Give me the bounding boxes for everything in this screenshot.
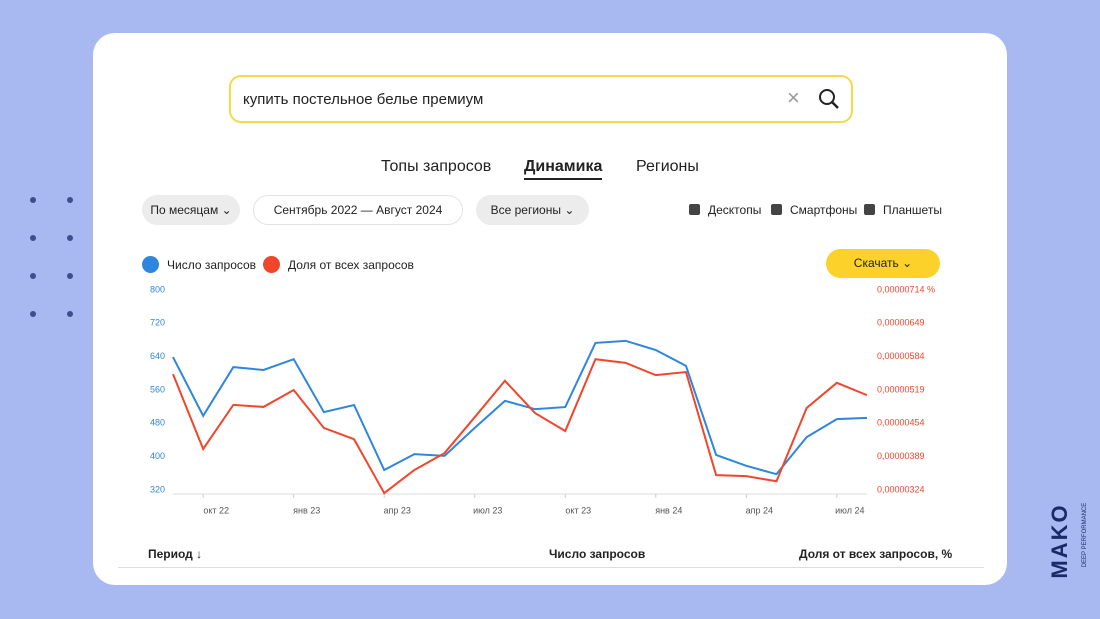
y-tick-label: 400 [150, 451, 165, 461]
tab-active[interactable]: Динамика [524, 158, 603, 180]
legend-label: Доля от всех запросов [288, 258, 414, 272]
y-tick-label: 480 [150, 418, 165, 428]
legend-label: Число запросов [167, 258, 257, 272]
search-box[interactable]: купить постельное белье премиум × [229, 75, 853, 123]
y2-tick-label: 0,00000714 % [877, 284, 935, 294]
range-text: Сентябрь 2022 — Август 2024 [273, 203, 443, 217]
y2-tick-label: 0,00000454 [877, 418, 925, 428]
download-text: Скачать [853, 256, 899, 270]
search-icon[interactable] [817, 87, 841, 111]
x-tick-label: июл 24 [835, 505, 864, 515]
checkbox-label: Планшеты [883, 203, 942, 217]
table-header: Доля от всех запросов, % [799, 547, 953, 561]
series-line [172, 339, 868, 476]
checkbox-label: Смартфоны [790, 203, 858, 217]
y-tick-label: 640 [150, 351, 165, 361]
search-query: купить постельное белье премиум [243, 91, 484, 108]
table-header: Число запросов [549, 547, 646, 561]
x-tick-label: янв 23 [293, 505, 320, 515]
divider [118, 567, 984, 568]
region-select[interactable]: Все регионы ⌄ [476, 195, 589, 225]
legend-item[interactable]: Число запросов [142, 256, 256, 273]
x-tick-label: апр 23 [384, 505, 411, 515]
legend-item[interactable]: Доля от всех запросов [263, 256, 414, 273]
period-select[interactable]: По месяцам ⌄ [142, 195, 240, 225]
decor-dots [30, 197, 73, 317]
table-header[interactable]: Период ↓ [148, 547, 203, 561]
y2-tick-label: 0,00000519 [877, 384, 925, 394]
y2-tick-label: 0,00000324 [877, 484, 925, 494]
y2-tick-label: 0,00000389 [877, 451, 925, 461]
x-tick-label: окт 22 [203, 505, 229, 515]
y2-tick-label: 0,00000584 [877, 351, 925, 361]
checkbox[interactable]: Планшеты [864, 203, 942, 217]
y-tick-label: 720 [150, 318, 165, 328]
y-tick-label: 560 [150, 384, 165, 394]
series-line [172, 358, 868, 495]
x-tick-label: апр 24 [746, 505, 773, 515]
tab[interactable]: Топы запросов [381, 158, 492, 175]
x-tick-label: июл 23 [473, 505, 502, 515]
range-select[interactable]: Сентябрь 2022 — Август 2024 [253, 195, 463, 225]
tab[interactable]: Регионы [636, 158, 699, 175]
x-tick-label: окт 23 [565, 505, 591, 515]
clear-icon[interactable]: × [787, 85, 800, 110]
y2-tick-label: 0,00000649 [877, 318, 925, 328]
checkbox[interactable]: Десктопы [689, 203, 761, 217]
x-tick-label: янв 24 [655, 505, 682, 515]
region-text: Все регионы [490, 203, 561, 217]
card [93, 33, 1007, 585]
checkbox[interactable]: Смартфоны [771, 203, 857, 217]
checkbox-label: Десктопы [708, 203, 762, 217]
period-text: По месяцам [150, 203, 219, 217]
y-tick-label: 800 [150, 284, 165, 294]
y-tick-label: 320 [150, 484, 165, 494]
download-button[interactable]: Скачать ⌄ [826, 249, 940, 278]
